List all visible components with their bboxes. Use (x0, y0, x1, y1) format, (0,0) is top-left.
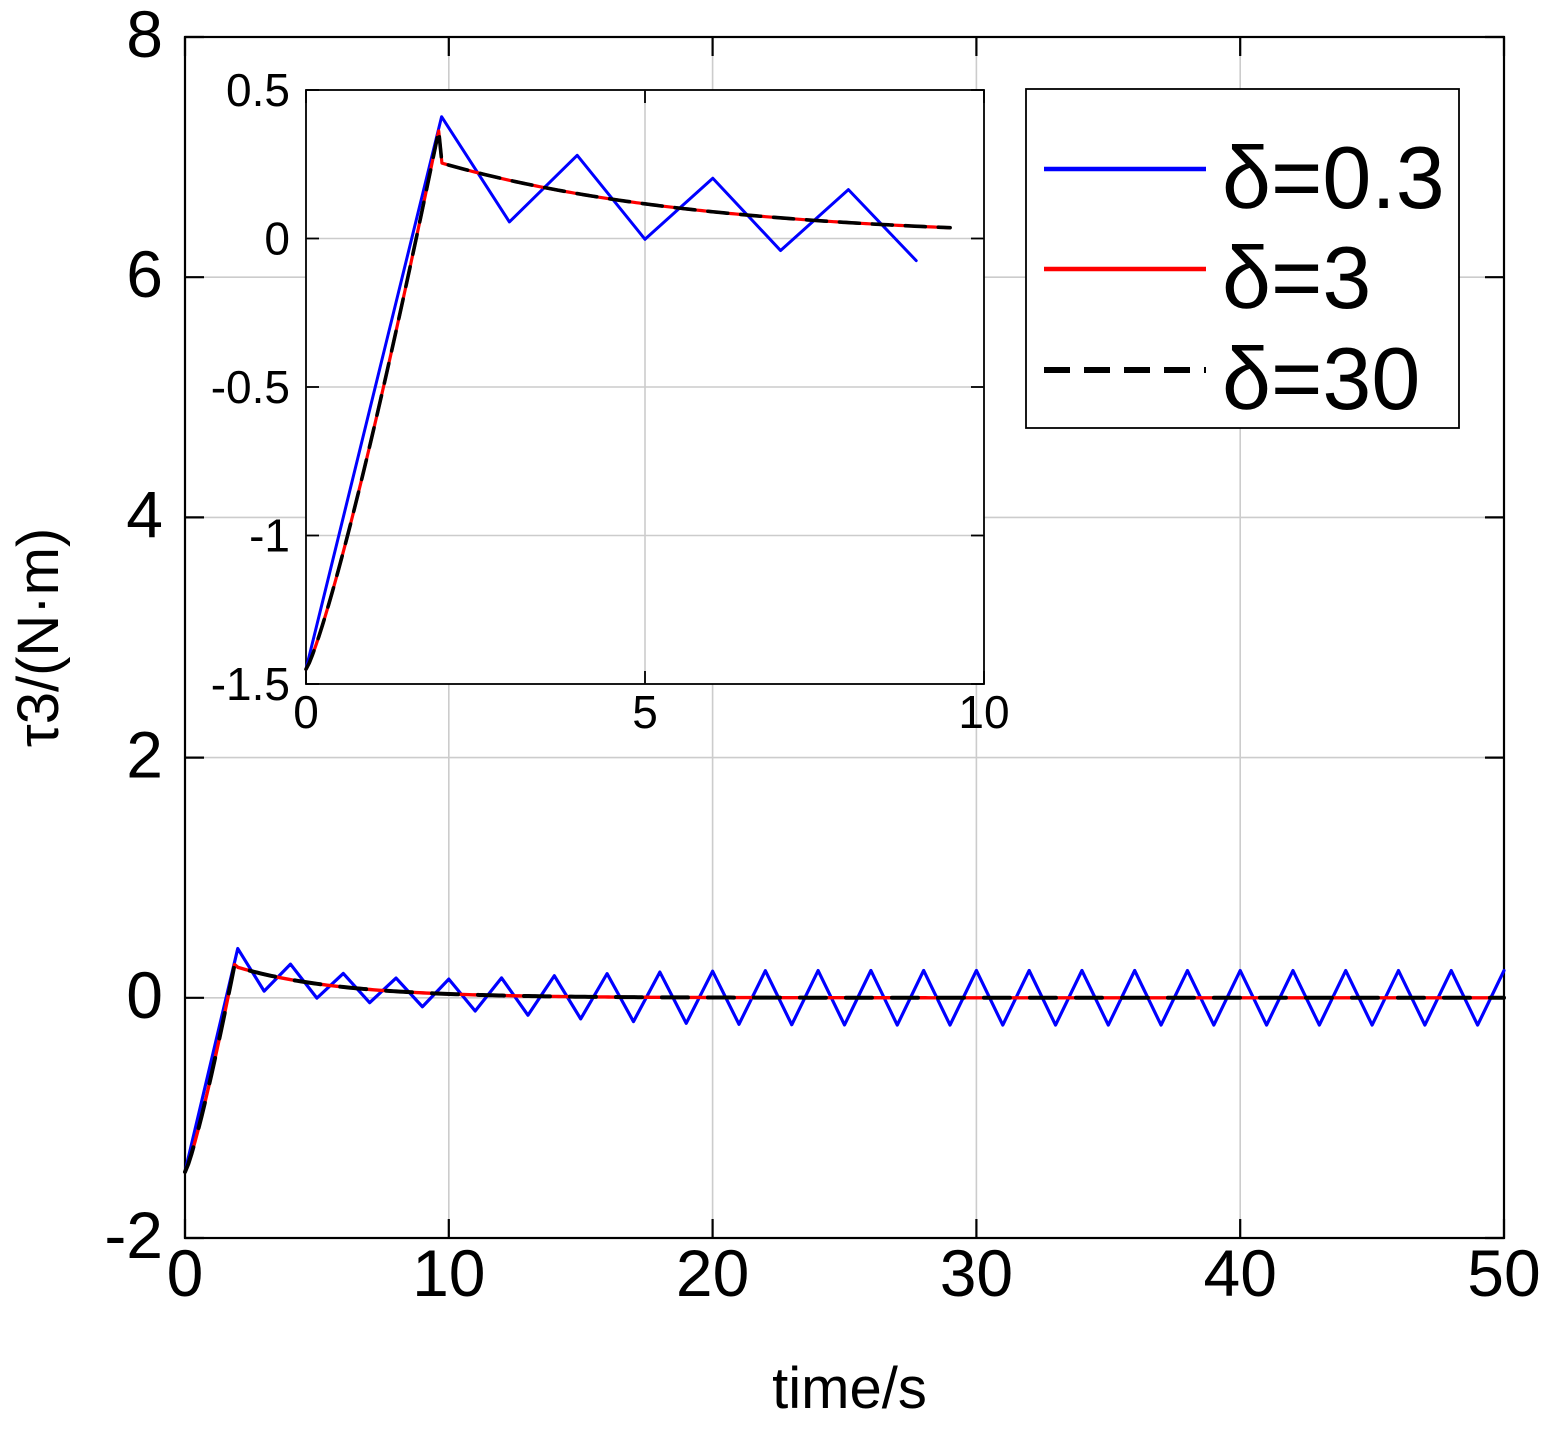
svg-text:δ=3: δ=3 (1222, 228, 1371, 327)
svg-text:0.5: 0.5 (226, 64, 290, 116)
svg-text:50: 50 (1467, 1236, 1540, 1310)
svg-text:2: 2 (126, 718, 163, 792)
svg-text:δ=30: δ=30 (1222, 329, 1420, 428)
svg-text:10: 10 (412, 1236, 485, 1310)
svg-text:6: 6 (126, 237, 163, 311)
svg-text:0: 0 (126, 958, 163, 1032)
svg-text:-1: -1 (249, 510, 290, 562)
svg-text:40: 40 (1203, 1236, 1276, 1310)
svg-text:30: 30 (940, 1236, 1013, 1310)
svg-text:0: 0 (264, 213, 290, 265)
svg-text:-0.5: -0.5 (211, 361, 290, 413)
svg-text:5: 5 (632, 686, 658, 738)
svg-text:δ=0.3: δ=0.3 (1222, 128, 1445, 227)
svg-text:-1.5: -1.5 (211, 658, 290, 710)
svg-text:time/s: time/s (772, 1356, 927, 1421)
svg-text:8: 8 (126, 0, 163, 71)
svg-text:4: 4 (126, 477, 163, 551)
svg-text:τ3/(N·m): τ3/(N·m) (6, 528, 71, 747)
svg-text:10: 10 (958, 686, 1009, 738)
svg-text:-2: -2 (104, 1198, 163, 1272)
svg-text:0: 0 (167, 1236, 204, 1310)
svg-text:20: 20 (676, 1236, 749, 1310)
svg-text:0: 0 (293, 686, 319, 738)
